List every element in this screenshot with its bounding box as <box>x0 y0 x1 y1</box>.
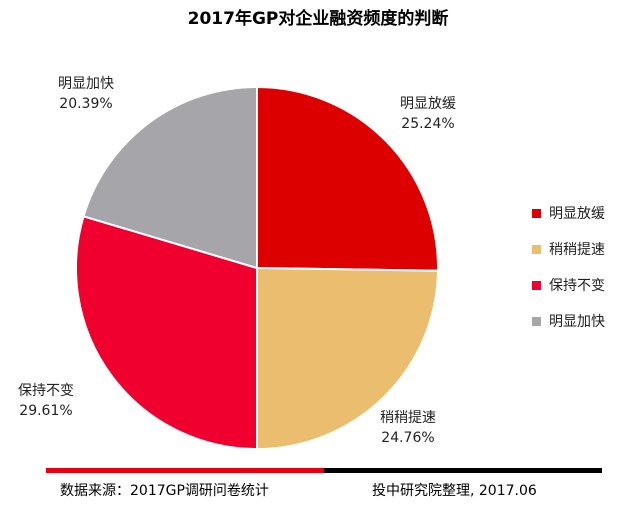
footer-source: 数据来源：2017GP调研问卷统计 <box>60 483 269 499</box>
slice-label-value: 24.76% <box>381 430 435 446</box>
legend-swatch <box>532 280 541 290</box>
legend-item-稍稍提速: 稍稍提速 <box>532 239 605 259</box>
slice-label-明显放缓: 明显放缓 25.24% <box>400 94 456 134</box>
slice-label-value: 29.61% <box>19 403 73 419</box>
legend-swatch <box>532 208 541 218</box>
footer-rule-black <box>324 468 602 473</box>
footer-credit: 投中研究院整理, 2017.06 <box>372 483 537 499</box>
pie-slice-明显加快 <box>82 85 258 270</box>
pie-slice-明显放缓 <box>256 85 439 272</box>
slice-label-value: 25.24% <box>401 116 455 132</box>
legend-swatch <box>532 244 541 254</box>
pie-slice-保持不变 <box>75 215 258 451</box>
slice-label-name: 保持不变 <box>18 383 74 399</box>
footer-rule-red <box>46 468 324 473</box>
pie-slice-稍稍提速 <box>256 266 439 451</box>
legend-item-保持不变: 保持不变 <box>532 275 605 295</box>
legend-label: 保持不变 <box>549 278 605 294</box>
slice-label-name: 明显加快 <box>58 76 114 92</box>
legend-item-明显放缓: 明显放缓 <box>532 203 605 223</box>
slice-label-value: 20.39% <box>59 96 113 112</box>
legend-label: 稍稍提速 <box>549 242 605 258</box>
slice-label-name: 明显放缓 <box>400 96 456 112</box>
chart-title: 2017年GP对企业融资频度的判断 <box>187 9 449 29</box>
slice-label-明显加快: 明显加快 20.39% <box>58 74 114 114</box>
pie-slices <box>75 85 439 451</box>
legend-label: 明显加快 <box>549 314 605 330</box>
slice-label-name: 稍稍提速 <box>380 410 436 426</box>
legend-swatch <box>532 316 541 326</box>
legend-item-明显加快: 明显加快 <box>532 311 605 331</box>
legend-label: 明显放缓 <box>549 206 605 222</box>
slice-label-保持不变: 保持不变 29.61% <box>18 381 74 421</box>
legend: 明显放缓 稍稍提速 保持不变 明显加快 <box>532 203 605 347</box>
slice-label-稍稍提速: 稍稍提速 24.76% <box>380 408 436 448</box>
